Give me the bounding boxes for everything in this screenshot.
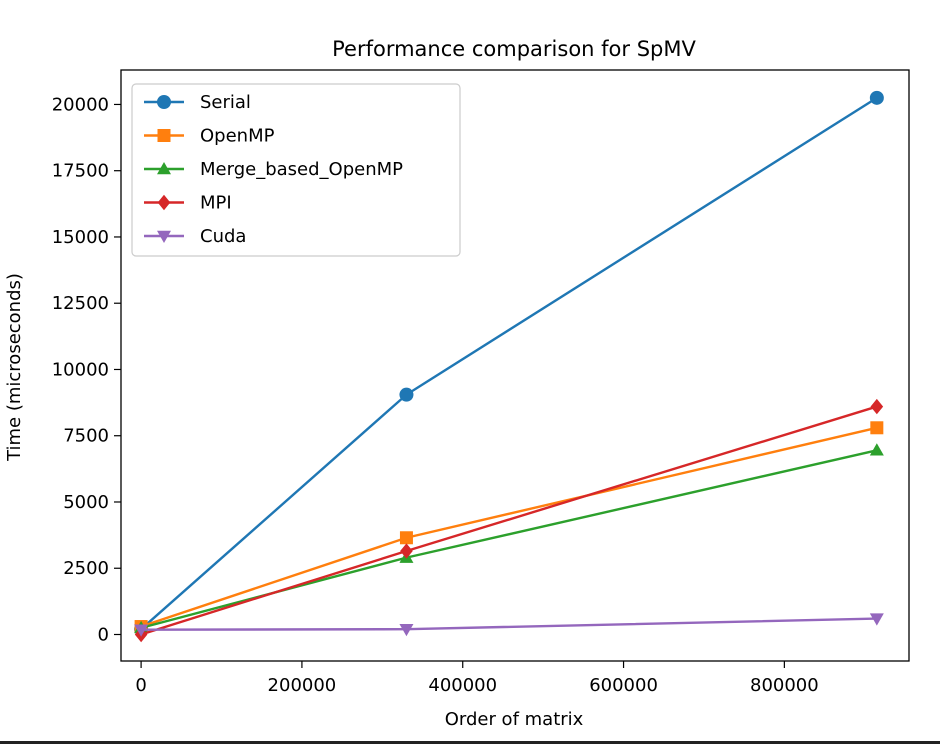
data-point-openmp	[870, 421, 884, 435]
y-tick-label: 15000	[52, 227, 109, 248]
data-point-serial	[869, 90, 884, 105]
series-line-openmp	[140, 426, 878, 628]
legend-label-openmp: OpenMP	[200, 126, 275, 147]
y-tick-label: 2500	[63, 558, 109, 579]
legend-box	[131, 83, 461, 257]
y-tick-label: 5000	[63, 492, 109, 513]
y-tick-label: 17500	[52, 161, 109, 182]
plot-frame	[120, 69, 910, 662]
x-tick-label: 200000	[268, 675, 337, 696]
legend-label-mpi: MPI	[200, 193, 232, 214]
legend-marker-openmp	[157, 129, 171, 142]
y-tick-label: 0	[98, 624, 109, 645]
legend-label-cuda: Cuda	[200, 226, 246, 247]
legend-marker-serial	[157, 95, 171, 109]
legend-marker-merge-based-openmp	[157, 162, 171, 175]
chart-title: Performance comparison for SpMV	[332, 37, 696, 61]
series-line-merge-based-openmp	[140, 449, 878, 630]
legend-marker-mpi	[157, 194, 171, 211]
data-point-openmp	[399, 531, 413, 545]
data-point-cuda	[869, 613, 884, 626]
y-axis-label: Time (microseconds)	[4, 273, 25, 462]
legend-marker-cuda	[157, 230, 171, 243]
series-line-cuda	[141, 617, 877, 631]
data-point-mpi	[870, 398, 884, 415]
legend: Serial OpenMP Merge_based_OpenMP MPI Cuda	[131, 83, 461, 257]
legend-label-merge-based-openmp: Merge_based_OpenMP	[200, 159, 403, 180]
x-tick-label: 0	[135, 675, 146, 696]
data-point-serial	[399, 387, 414, 402]
y-tick-label: 20000	[52, 94, 109, 115]
x-tick-label: 800000	[750, 675, 819, 696]
y-tick-label: 7500	[63, 426, 109, 447]
plot-area: 0 200000 400000 600000 800000 0 2500 5000 7500 10…	[52, 69, 910, 696]
y-tick-label: 10000	[52, 359, 109, 380]
bottom-border-line	[0, 741, 940, 744]
data-point-cuda	[134, 624, 149, 637]
data-point-cuda	[399, 623, 414, 637]
data-point-merge-based-openmp	[869, 443, 884, 456]
y-tick-label: 12500	[52, 293, 109, 314]
series-line-mpi	[140, 405, 878, 636]
x-tick-label: 400000	[428, 675, 497, 696]
legend-label-serial: Serial	[200, 92, 251, 113]
x-tick-label: 600000	[589, 675, 658, 696]
x-axis-label: Order of matrix	[445, 709, 584, 730]
data-point-mpi	[400, 543, 413, 559]
